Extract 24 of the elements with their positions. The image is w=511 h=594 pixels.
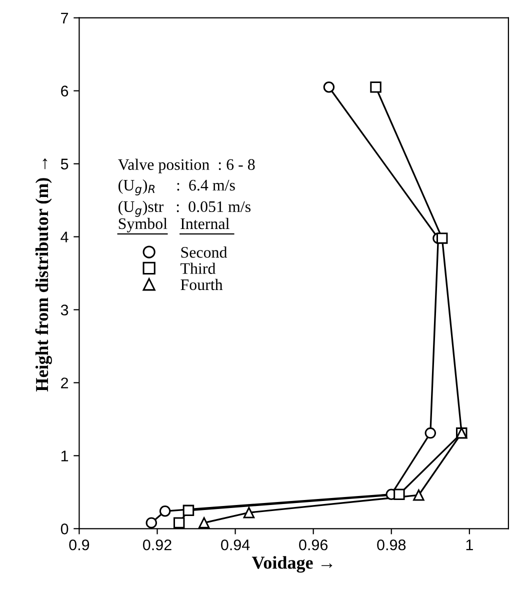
y-tick-label: 0 xyxy=(60,524,68,534)
x-tick-label: 0.92 xyxy=(142,539,172,550)
y-tick-label: 6 xyxy=(61,86,68,96)
legend-label: Third xyxy=(180,262,216,274)
x-tick-label: 0.96 xyxy=(299,539,328,550)
x-tick-label: 1 xyxy=(466,540,473,550)
annotation: Internal xyxy=(180,218,230,230)
x-tick-label: 0.94 xyxy=(221,539,250,550)
annotation: Symbol xyxy=(118,218,168,232)
annotation: Valve position : 6 - 8 xyxy=(118,158,255,174)
y-tick-label: 5 xyxy=(60,158,68,170)
y-tick-label: 1 xyxy=(61,450,68,462)
y-tick-label: 7 xyxy=(61,12,68,24)
legend-label: Second xyxy=(181,246,228,258)
x-axis-title: Voidage → xyxy=(252,556,332,573)
text: (U$_{g}$)$_{R}$ : 6.4 m/s xyxy=(118,179,235,196)
y-tick-label: 3 xyxy=(60,304,68,316)
x-tick-label: 0.9 xyxy=(69,539,90,550)
annotation: (U$_{g}$)str : 0.051 m/s xyxy=(118,200,250,217)
x-tick-label: 0.98 xyxy=(377,539,406,550)
y-tick-label: 2 xyxy=(61,378,68,388)
y-axis-title: Height from distributor (m) → xyxy=(35,158,52,392)
y-tick-label: 4 xyxy=(60,232,68,242)
legend-label: Fourth xyxy=(180,278,223,290)
